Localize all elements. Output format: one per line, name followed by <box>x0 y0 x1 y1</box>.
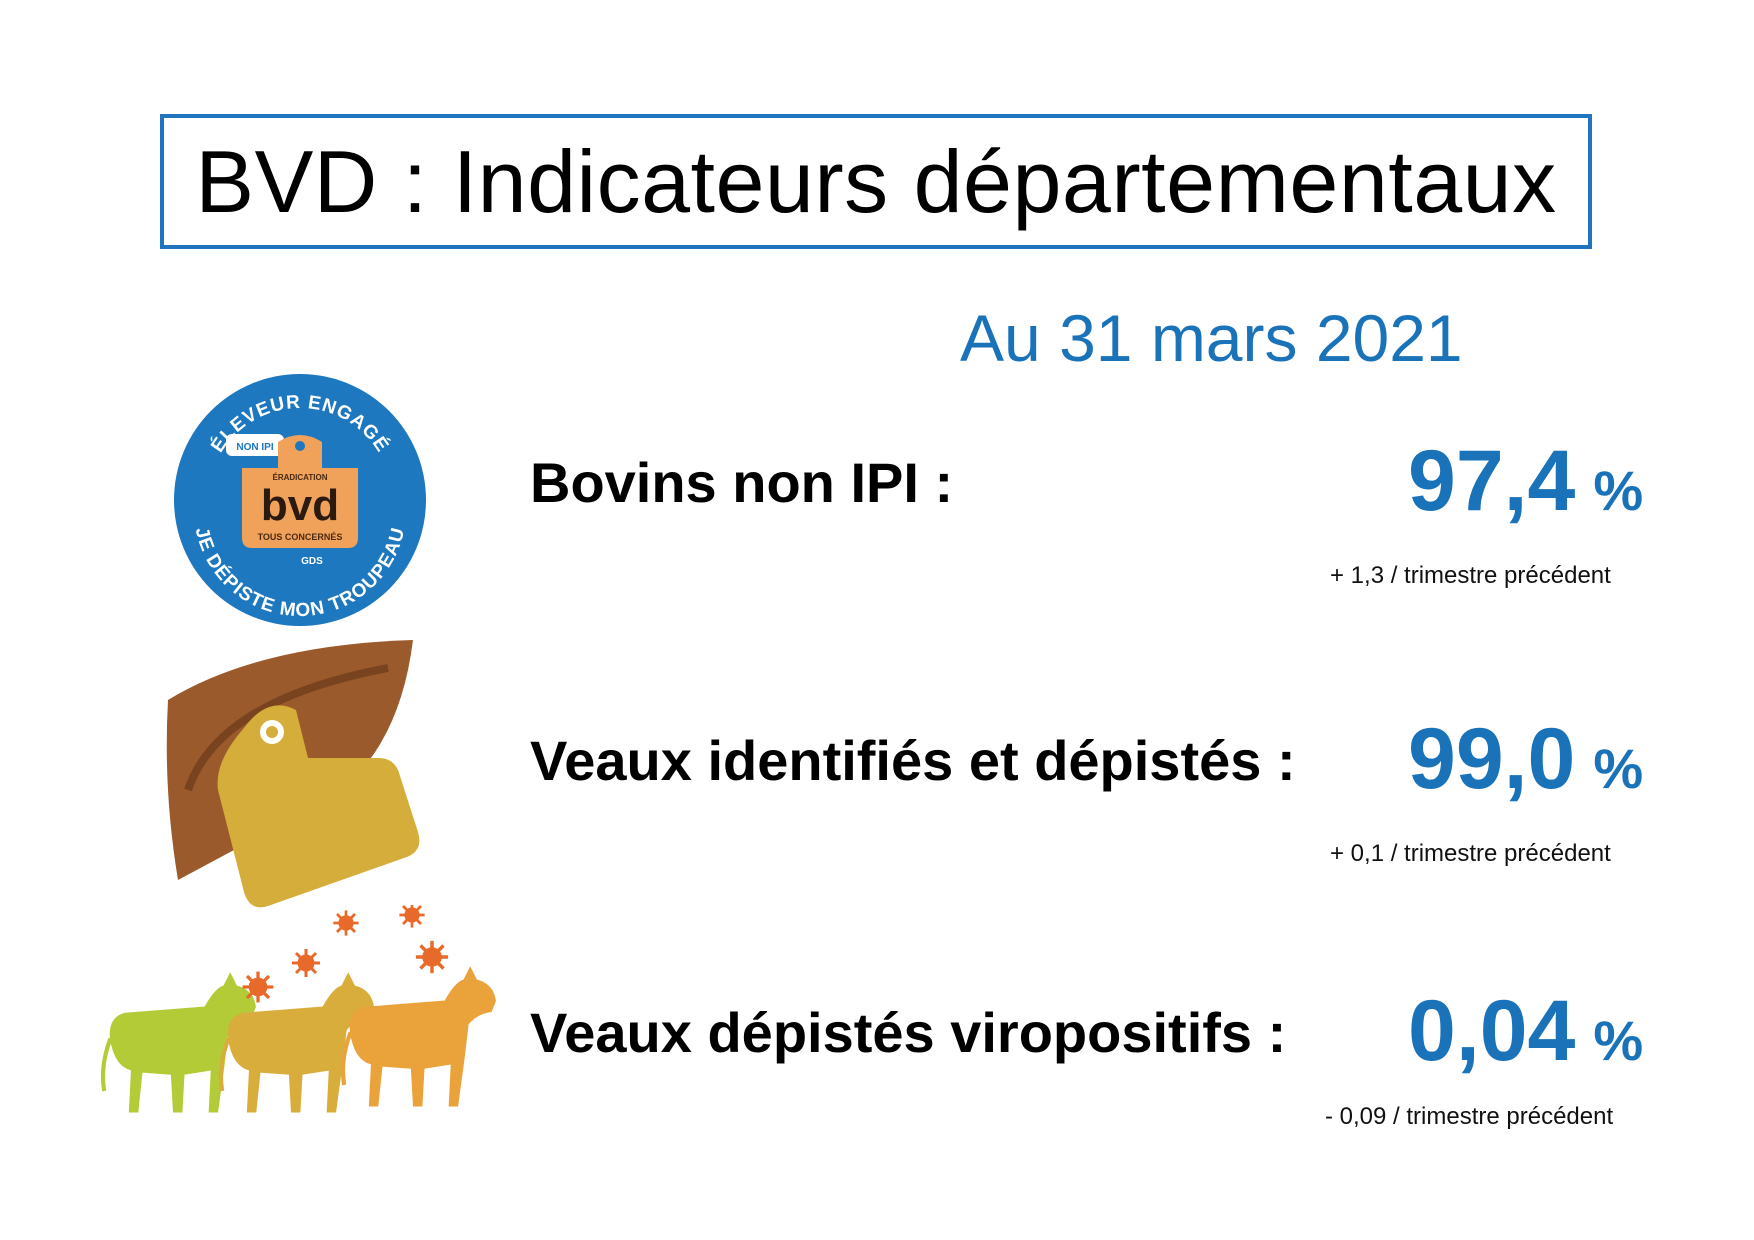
indicator-delta-viropositive: - 0,09 / trimestre précédent <box>1325 1103 1614 1130</box>
page-title: BVD : Indicateurs départementaux <box>195 131 1557 231</box>
ear-tag-icon <box>166 640 420 908</box>
value-unit: % <box>1593 737 1644 800</box>
indicator-delta-non-ipi: + 1,3 / trimestre précédent <box>1330 562 1611 589</box>
report-date: Au 31 mars 2021 <box>960 301 1463 375</box>
indicator-delta-identified: + 0,1 / trimestre précédent <box>1330 840 1611 867</box>
value-number: 99,0 <box>1408 711 1576 807</box>
value-number: 0,04 <box>1408 983 1576 1079</box>
badge-org: GDS <box>301 556 323 567</box>
badge-tag-bottom: TOUS CONCERNÉS <box>258 532 343 542</box>
value-unit: % <box>1593 459 1644 522</box>
badge-tag-main: bvd <box>261 481 339 530</box>
title-box: BVD : Indicateurs départementaux <box>160 114 1592 249</box>
value-number: 97,4 <box>1408 433 1576 529</box>
bvd-badge-icon: ÉLEVEUR ENGAGÉ JE DÉPISTE MON TROUPEAU N… <box>174 374 426 626</box>
badge-tag-small: NON IPI <box>236 442 273 453</box>
indicator-label-identified: Veaux identifiés et dépistés : <box>530 729 1296 792</box>
infected-calves-icon <box>100 905 510 1115</box>
indicator-value-non-ipi: 97,4% <box>1408 432 1738 531</box>
value-unit: % <box>1593 1009 1644 1072</box>
badge-tag-top: ÉRADICATION <box>273 473 328 482</box>
indicator-label-non-ipi: Bovins non IPI : <box>530 451 954 514</box>
indicator-value-viropositive: 0,04% <box>1408 982 1738 1081</box>
indicator-value-identified: 99,0% <box>1408 710 1738 809</box>
indicator-label-viropositive: Veaux dépistés viropositifs : <box>530 1001 1287 1064</box>
